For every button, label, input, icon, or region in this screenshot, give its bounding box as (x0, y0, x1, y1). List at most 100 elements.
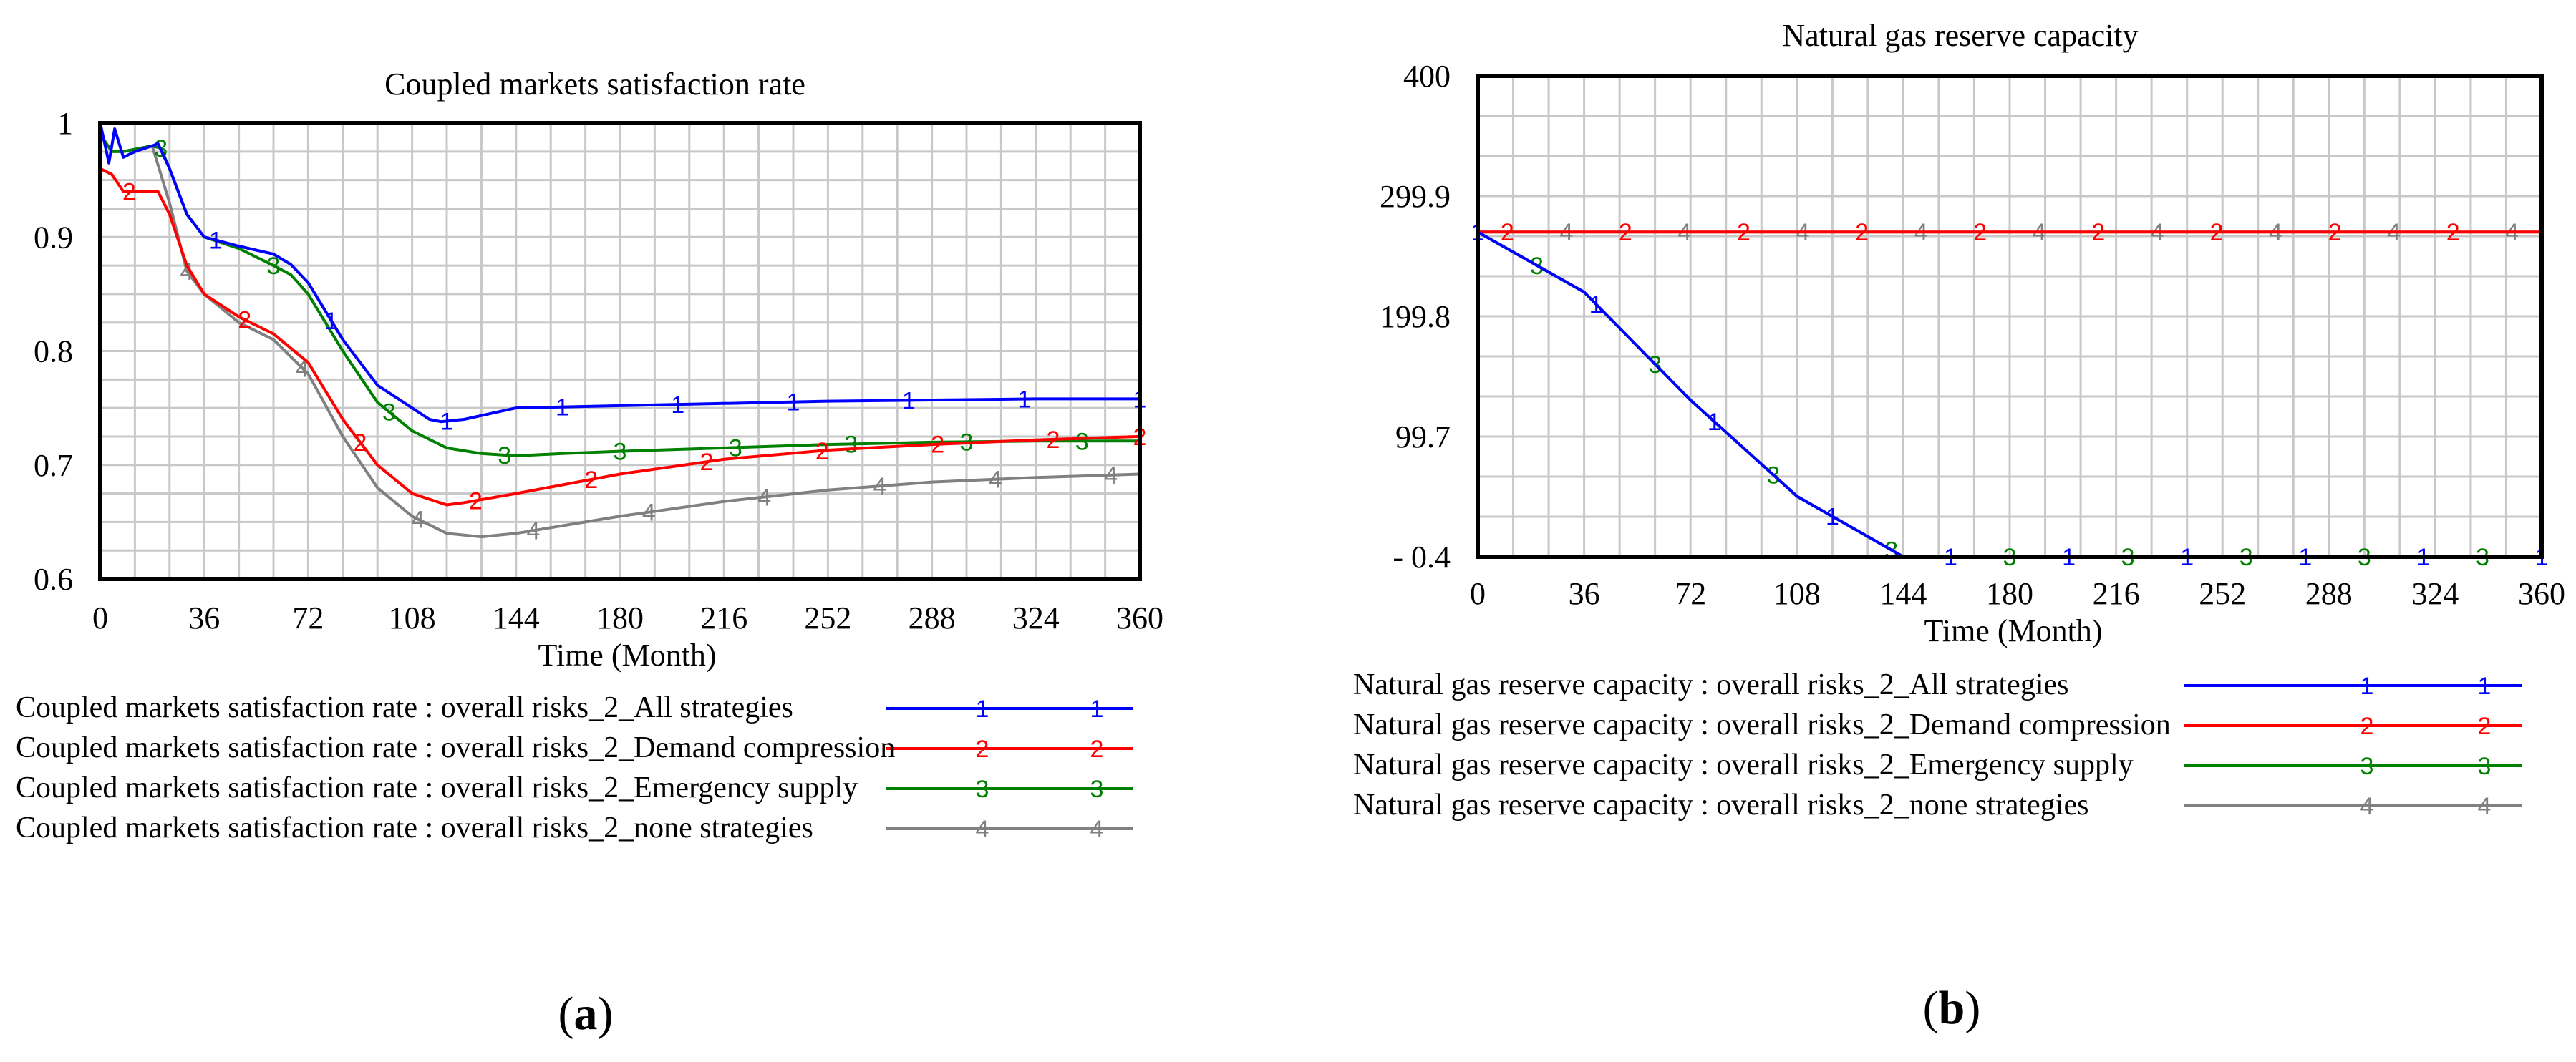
x-axis-title-b: Time (Month) (1924, 613, 2103, 648)
chart-title-b: Natural gas reserve capacity (1782, 18, 2138, 53)
y-tick-label: 1 (57, 106, 73, 141)
y-tick-label: 199.8 (1380, 299, 1451, 334)
legend-marker-1: 1 (2478, 673, 2492, 700)
grid-a (100, 123, 1140, 579)
series-marker-1: 1 (1589, 291, 1603, 318)
legend-marker-3: 3 (1090, 776, 1104, 803)
series-marker-2: 2 (1737, 219, 1751, 246)
series-marker-4: 4 (1104, 462, 1118, 489)
legend-marker-4: 4 (2360, 793, 2374, 820)
x-tick-label: 0 (92, 600, 108, 635)
panel-label-a: (a) (558, 988, 614, 1040)
series-marker-3: 3 (382, 399, 396, 426)
series-marker-2: 2 (2209, 219, 2223, 246)
series-marker-2: 2 (1047, 427, 1060, 454)
series-marker-2: 2 (2328, 219, 2342, 246)
series-marker-1: 1 (1826, 504, 1839, 531)
series-marker-2: 2 (238, 307, 251, 334)
series-marker-2: 2 (931, 432, 944, 459)
x-tick-label: 0 (1470, 576, 1486, 611)
series-marker-2: 2 (469, 487, 483, 515)
legend-marker-4: 4 (2478, 793, 2492, 820)
legend-marker-1: 1 (976, 696, 989, 723)
series-marker-3: 3 (1075, 428, 1089, 455)
panel-label-b: (b) (1923, 982, 1981, 1034)
series-marker-3: 3 (614, 439, 627, 466)
x-tick-label: 180 (596, 600, 644, 635)
panel-label-a-close: ) (598, 988, 614, 1040)
series-marker-4: 4 (989, 467, 1002, 494)
x-tick-label: 216 (700, 600, 747, 635)
x-tick-label: 324 (2411, 576, 2459, 611)
legend-label: Natural gas reserve capacity : overall r… (1353, 668, 2068, 701)
series-marker-2: 2 (584, 467, 598, 494)
x-tick-labels-a: 0 36 72 108 144 180 216 252 288 324 360 (92, 600, 1163, 635)
legend-label: Natural gas reserve capacity : overall r… (1353, 708, 2171, 741)
series-marker-3: 3 (498, 442, 511, 469)
series-marker-2: 2 (1619, 219, 1632, 246)
legend-a: 1 1 Coupled markets satisfaction rate : ov… (16, 691, 1133, 844)
series-marker-2: 2 (2446, 219, 2460, 246)
series-marker-2: 2 (122, 179, 136, 206)
chart-title-a: Coupled markets satisfaction rate (384, 67, 805, 102)
panel-label-a-letter: a (574, 988, 598, 1040)
y-tick-label: 0.6 (34, 562, 73, 597)
x-tick-label: 180 (1986, 576, 2033, 611)
series-marker-1: 1 (324, 308, 338, 335)
x-tick-label: 324 (1012, 600, 1060, 635)
panel-label-b-open: ( (1923, 982, 1939, 1034)
x-axis-title-a: Time (Month) (538, 638, 717, 673)
series-marker-4: 4 (757, 484, 771, 512)
x-tick-label: 252 (804, 600, 851, 635)
legend-label: Coupled markets satisfaction rate : over… (16, 691, 793, 724)
series-marker-4: 4 (180, 258, 194, 286)
legend-label: Coupled markets satisfaction rate : over… (16, 731, 895, 764)
y-tick-label: 299.9 (1380, 179, 1451, 214)
x-tick-label: 72 (292, 600, 324, 635)
series-marker-1: 1 (787, 389, 800, 416)
series-marker-1: 1 (671, 391, 684, 419)
x-tick-label: 288 (909, 600, 956, 635)
y-tick-labels-b: - 0.4 99.7 199.8 299.9 400 (1380, 59, 1451, 575)
plot-frame-a (98, 121, 1142, 581)
legend-marker-2: 2 (1090, 736, 1104, 763)
y-tick-label: 0.7 (34, 448, 73, 483)
plot-frame-b (1476, 74, 2544, 559)
x-tick-label: 144 (493, 600, 540, 635)
series-marker-1: 1 (209, 227, 223, 254)
legend-label: Coupled markets satisfaction rate : over… (16, 812, 813, 844)
panel-label-b-letter: b (1939, 982, 1965, 1034)
legend-label: Natural gas reserve capacity : overall r… (1353, 789, 2088, 822)
x-tick-label: 216 (2093, 576, 2140, 611)
legend-marker-1: 1 (2360, 673, 2374, 700)
series-marker-2: 2 (354, 429, 367, 457)
series-marker-4: 4 (527, 517, 541, 545)
series-marker-3: 3 (729, 434, 742, 462)
series-marker-2: 2 (815, 438, 829, 465)
y-tick-label: 0.8 (34, 334, 73, 369)
legend-label: Coupled markets satisfaction rate : over… (16, 771, 858, 804)
x-tick-label: 108 (1773, 576, 1821, 611)
y-tick-labels-a: 0.6 0.7 0.8 0.9 1 (34, 106, 73, 597)
series-marker-4: 4 (411, 506, 425, 533)
series-marker-2: 2 (1855, 219, 1869, 246)
x-tick-label: 360 (2518, 576, 2565, 611)
chart-panel-a: Coupled markets satisfaction rate 4 4 4 4 4 4… (16, 67, 1163, 1040)
y-tick-label: 99.7 (1395, 419, 1451, 454)
legend-marker-2: 2 (2360, 713, 2374, 740)
x-tick-label: 360 (1116, 600, 1163, 635)
panel-label-a-open: ( (558, 988, 574, 1040)
x-tick-label: 252 (2199, 576, 2246, 611)
y-tick-label: 0.9 (34, 220, 73, 255)
series-marker-3: 3 (267, 253, 281, 280)
series-marker-1: 1 (902, 387, 916, 414)
x-tick-label: 36 (188, 600, 220, 635)
series-marker-2: 2 (1973, 219, 1987, 246)
chart-panel-b: Natural gas reserve capacity 4 4 4 4 4 4 4 4 433… (1353, 18, 2565, 1034)
series-marker-2: 2 (700, 449, 714, 476)
series-marker-4: 4 (873, 473, 887, 500)
x-tick-label: 36 (1569, 576, 1600, 611)
series-line-1 (99, 122, 1140, 424)
